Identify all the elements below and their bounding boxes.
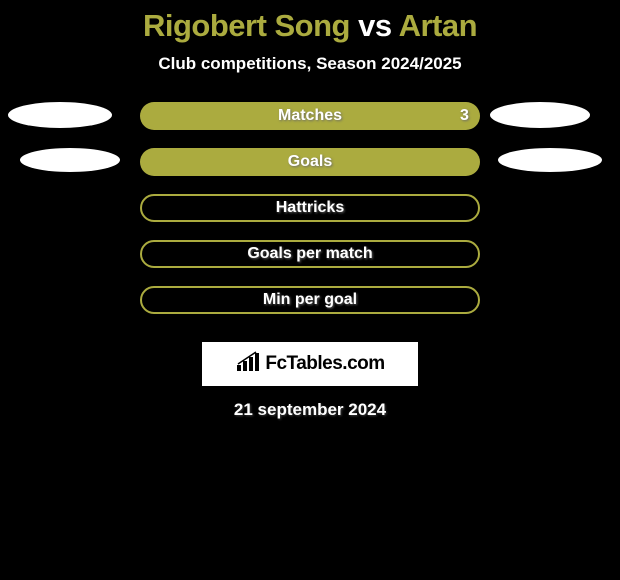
chart-row: Matches3 xyxy=(0,102,620,148)
logo-text: FcTables.com xyxy=(265,353,384,375)
right-ellipse xyxy=(490,102,590,128)
title-player1: Rigobert Song xyxy=(143,8,350,43)
chart-row: Goals xyxy=(0,148,620,194)
right-ellipse xyxy=(498,148,602,172)
stat-label: Hattricks xyxy=(140,194,480,222)
page-title: Rigobert Song vs Artan xyxy=(0,0,620,44)
chart-row: Hattricks xyxy=(0,194,620,240)
title-player2: Artan xyxy=(399,8,477,43)
stat-label: Matches xyxy=(140,102,480,130)
chart-row: Min per goal xyxy=(0,286,620,332)
stat-label: Min per goal xyxy=(140,286,480,314)
left-ellipse xyxy=(8,102,112,128)
comparison-chart: Matches3GoalsHattricksGoals per matchMin… xyxy=(0,102,620,332)
title-vs: vs xyxy=(358,8,391,43)
stat-value: 3 xyxy=(460,102,469,130)
logo-box: FcTables.com xyxy=(202,342,418,386)
subtitle: Club competitions, Season 2024/2025 xyxy=(0,54,620,74)
logo-chart-icon xyxy=(235,351,261,378)
chart-row: Goals per match xyxy=(0,240,620,286)
stat-label: Goals per match xyxy=(140,240,480,268)
stat-label: Goals xyxy=(140,148,480,176)
date-text: 21 september 2024 xyxy=(0,400,620,420)
left-ellipse xyxy=(20,148,120,172)
